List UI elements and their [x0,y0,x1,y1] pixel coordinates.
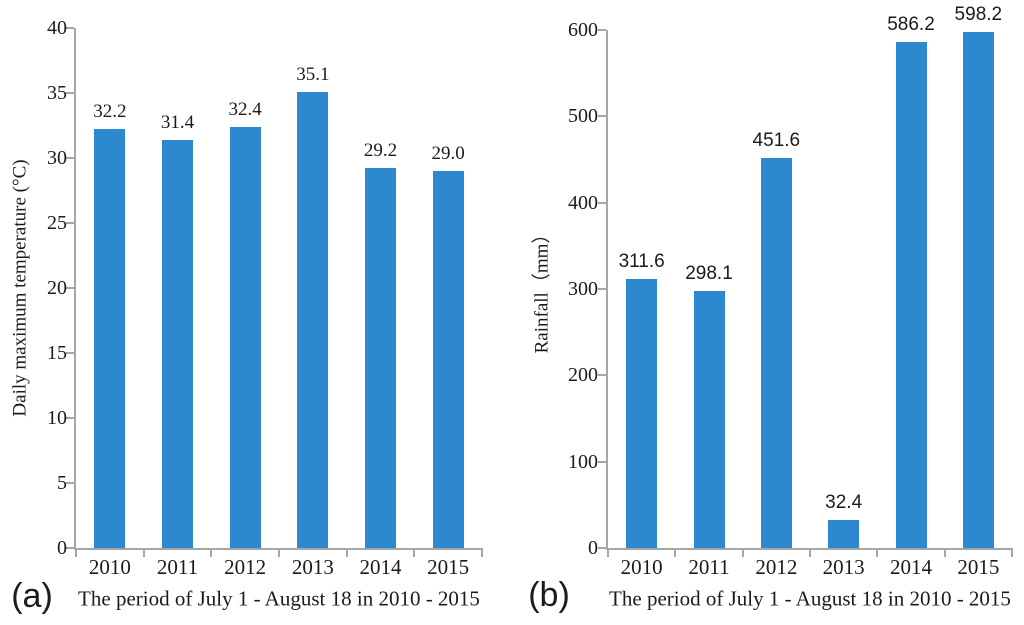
x-tick [607,548,609,557]
x-axis-title: The period of July 1 - August 18 in 2010… [78,586,480,611]
y-tick-label: 0 [57,537,67,559]
y-tick-label: 15 [47,342,67,364]
bar [432,171,464,548]
y-tick-label: 0 [588,537,598,559]
bar-value-label: 35.1 [296,64,330,85]
x-tick [210,548,213,557]
bar-value-label: 31.4 [160,112,195,133]
bar [760,158,792,548]
y-tick-label: 25 [47,212,67,234]
y-tick [66,222,74,224]
y-tick [598,201,606,204]
y-tick [598,288,606,290]
y-axis-line [606,30,608,550]
x-tick [345,548,348,557]
y-tick [598,460,606,463]
y-tick [66,417,74,419]
x-category-label: 2011 [688,555,730,579]
x-tick [413,548,416,557]
bar-value-label: 29.0 [431,143,465,164]
y-tick-label: 40 [47,17,67,39]
bar-value-label: 451.6 [752,130,801,151]
x-category-label: 2012 [224,555,267,579]
x-category-label: 2014 [359,555,402,579]
bar-value-label: 32.2 [93,101,127,122]
y-tick-label: 600 [568,19,598,41]
bar [297,92,329,548]
x-tick [674,548,677,557]
panel-caption: (a) [11,577,53,615]
bar [162,140,193,548]
y-axis-line [74,28,76,550]
bar [626,279,658,548]
y-tick-label: 100 [568,450,598,473]
panel-caption: (b) [528,576,570,614]
y-tick-label: 20 [47,277,67,299]
x-category-label: 2015 [957,555,1000,579]
bar [895,42,927,548]
x-category-label: 2012 [755,555,798,579]
y-tick-label: 30 [47,147,67,169]
bar [94,129,126,548]
y-tick-label: 300 [568,278,598,300]
x-tick [809,548,811,557]
y-tick [66,482,74,484]
bar [229,127,261,548]
bar-value-label: 32.4 [825,492,863,513]
y-tick [598,547,606,549]
y-tick [66,27,74,29]
x-category-label: 2014 [890,555,932,579]
panel-a-temperature-chart: 0 5 10 15 20 25 30 35 40 32.2 2010 31.4 2011 32.4 2012… [10,17,483,615]
y-axis-title: Rainfall（mm） [531,224,553,354]
y-tick-label: 400 [568,191,598,214]
bar [365,168,396,548]
x-category-label: 2013 [291,555,334,579]
y-tick-label: 5 [57,472,67,494]
x-axis-title: The period of July 1 - August 18 in 2010… [609,586,1011,611]
y-tick [598,374,606,377]
y-tick [598,29,606,31]
x-tick [278,548,280,557]
bar-value-label: 29.2 [363,140,398,161]
bar-value-label: 598.2 [954,4,1003,25]
y-tick [66,92,74,94]
x-tick [741,548,744,557]
bar [962,32,994,548]
y-tick [66,352,74,354]
x-tick [481,548,483,557]
y-tick [66,157,74,159]
y-tick-label: 10 [47,407,67,429]
y-tick [66,547,74,549]
x-tick [75,548,77,557]
bar-value-label: 311.6 [618,251,665,272]
y-tick-label: 200 [568,364,598,387]
bar [693,291,725,548]
y-tick [598,115,606,118]
x-tick [1011,548,1013,557]
x-category-label: 2011 [156,555,199,579]
bar [828,520,860,548]
bar-value-label: 586.2 [887,14,935,35]
x-category-label: 2015 [427,555,470,579]
y-tick [66,287,74,289]
x-tick [142,548,145,557]
x-category-label: 2010 [88,555,131,579]
x-tick [876,548,879,557]
x-tick [943,548,946,557]
x-category-label: 2010 [620,555,663,579]
y-tick-label: 500 [568,105,598,128]
bar-value-label: 32.4 [228,99,262,120]
x-category-label: 2013 [822,555,865,579]
bar-value-label: 298.1 [685,263,733,284]
y-tick-label: 35 [47,82,67,104]
